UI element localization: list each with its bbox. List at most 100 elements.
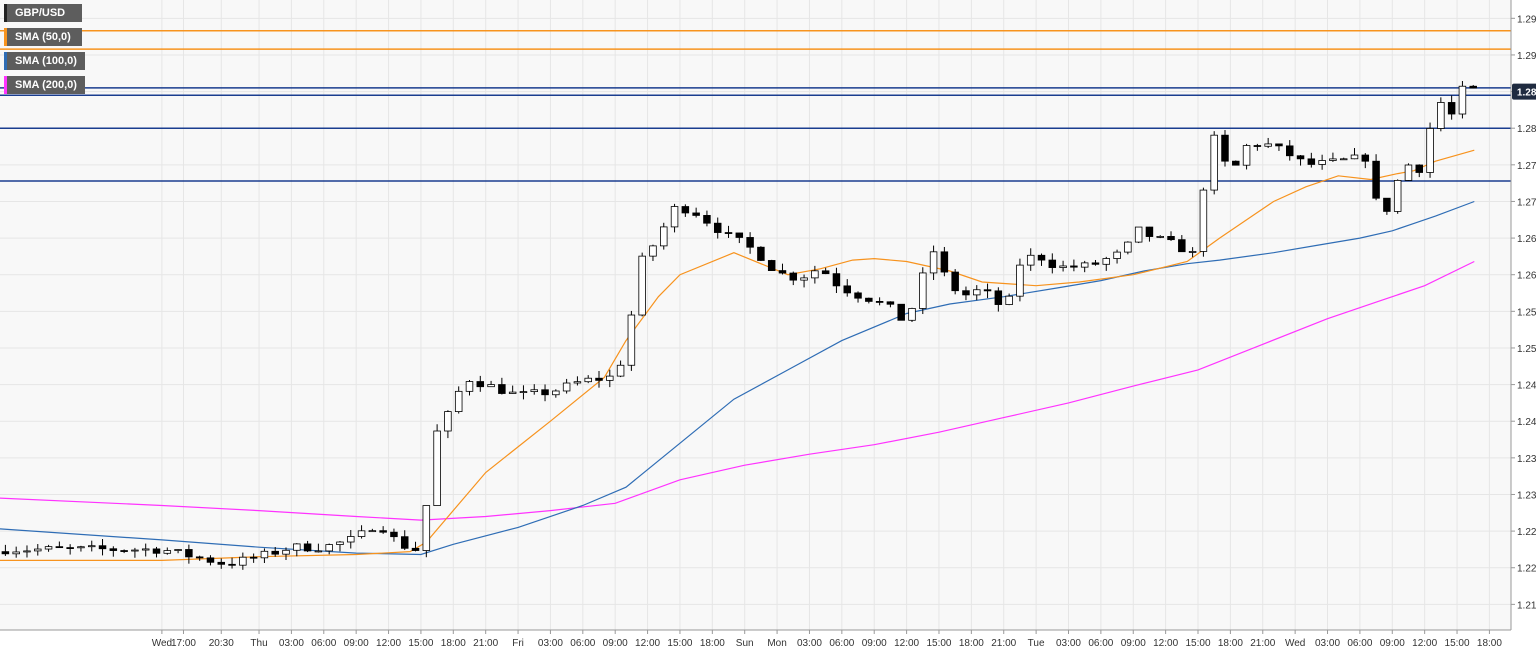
candle-body xyxy=(789,272,798,281)
candle-body xyxy=(595,377,603,381)
candle-body xyxy=(1447,102,1456,115)
x-tick-label: 06:00 xyxy=(829,638,854,649)
candle-body xyxy=(1329,158,1337,161)
candle-body xyxy=(1005,295,1013,305)
candle-body xyxy=(713,222,722,233)
x-tick-label: 18:00 xyxy=(700,638,725,649)
plot-background xyxy=(0,0,1511,630)
x-tick-label: 09:00 xyxy=(1380,638,1405,649)
x-tick-label: 15:00 xyxy=(667,638,692,649)
x-tick-label: 15:00 xyxy=(1445,638,1470,649)
candle-body xyxy=(973,289,981,296)
candle-body xyxy=(627,314,636,366)
legend-label: SMA (100,0) xyxy=(15,55,77,67)
candle-body xyxy=(1361,154,1370,162)
candle-body xyxy=(12,551,20,555)
candle-body xyxy=(271,550,279,555)
y-tick-label: 1.2300 xyxy=(1517,490,1536,501)
candle-body xyxy=(983,289,992,292)
x-tick-label: 12:00 xyxy=(894,638,919,649)
candle-body xyxy=(843,285,851,294)
candle-body xyxy=(1318,160,1326,165)
legend-label: GBP/USD xyxy=(15,7,66,19)
candle-body xyxy=(508,391,517,394)
candle-body xyxy=(411,547,420,551)
candle-body xyxy=(357,530,366,537)
candle-body xyxy=(606,375,614,381)
candle-body xyxy=(1221,134,1229,162)
x-tick-label: 18:00 xyxy=(441,638,466,649)
candle-body xyxy=(1070,265,1078,268)
candle-body xyxy=(498,384,506,394)
candle-body xyxy=(1372,160,1380,199)
candle-body xyxy=(1296,155,1305,160)
legend-item-sma50[interactable]: SMA (50,0) xyxy=(4,28,82,46)
candle-body xyxy=(886,301,895,305)
x-tick-label: 03:00 xyxy=(538,638,563,649)
candle-body xyxy=(293,543,301,551)
x-tick-label: 15:00 xyxy=(1185,638,1210,649)
candle-body xyxy=(260,550,269,559)
y-tick-label: 1.2550 xyxy=(1517,307,1536,318)
candle-body xyxy=(1048,259,1057,268)
y-tick-label: 1.2650 xyxy=(1517,234,1536,245)
horizontal-levels xyxy=(0,30,1511,182)
x-tick-label: Mon xyxy=(767,638,786,649)
candle-body xyxy=(821,270,830,275)
candle-body xyxy=(962,290,970,296)
candle-body xyxy=(767,260,776,271)
candle-body xyxy=(163,550,172,554)
x-tick-label: 09:00 xyxy=(1121,638,1146,649)
candle-body xyxy=(1199,189,1208,252)
y-tick-label: 1.2900 xyxy=(1517,51,1536,62)
candle-body xyxy=(1383,197,1391,212)
candle-body xyxy=(66,547,74,549)
y-tick-label: 1.2800 xyxy=(1517,124,1536,135)
legend-item-sma200[interactable]: SMA (200,0) xyxy=(4,76,85,94)
x-tick-label: 03:00 xyxy=(797,638,822,649)
candle-body xyxy=(1124,241,1132,253)
candle-body xyxy=(152,548,161,554)
candle-body xyxy=(919,272,927,309)
x-tick-label: 03:00 xyxy=(279,638,304,649)
candle-body xyxy=(616,364,625,377)
candle-body xyxy=(1275,143,1283,147)
y-tick-label: 1.2150 xyxy=(1517,600,1536,611)
x-tick-label: 09:00 xyxy=(344,638,369,649)
candle-body xyxy=(1458,85,1467,115)
current-price-label: 1.28500 xyxy=(1517,88,1536,99)
candle-body xyxy=(1210,134,1218,191)
candle-body xyxy=(724,232,733,234)
candle-body xyxy=(1156,236,1164,238)
y-tick-label: 1.2500 xyxy=(1517,344,1536,355)
x-tick-label: Tue xyxy=(1028,638,1045,649)
candle-body xyxy=(1037,254,1046,261)
candle-body xyxy=(1113,251,1121,259)
candle-body xyxy=(1080,262,1089,268)
sma-lines xyxy=(0,149,1475,561)
candle-body xyxy=(929,251,938,274)
candle-body xyxy=(1,551,10,555)
candle-body xyxy=(1393,180,1402,212)
candle-body xyxy=(1145,226,1154,237)
candle-body xyxy=(1059,265,1067,268)
candle-body xyxy=(1167,236,1175,241)
candle-body xyxy=(1264,143,1272,147)
candle-body xyxy=(1026,254,1035,266)
candle-body xyxy=(670,206,679,228)
x-tick-label: 09:00 xyxy=(862,638,887,649)
y-tick-label: 1.2950 xyxy=(1517,14,1536,25)
candle-body xyxy=(1188,251,1197,253)
candle-body xyxy=(174,549,182,551)
x-tick-label: 09:00 xyxy=(603,638,628,649)
candle-body xyxy=(390,531,398,538)
candle-body xyxy=(55,546,64,549)
legend-swatch xyxy=(4,52,7,70)
candle-body xyxy=(573,381,582,384)
legend-item-sma100[interactable]: SMA (100,0) xyxy=(4,52,85,70)
candle-body xyxy=(1232,160,1240,166)
legend-item-gbpusd[interactable]: GBP/USD xyxy=(4,4,82,22)
candle-body xyxy=(454,390,463,412)
